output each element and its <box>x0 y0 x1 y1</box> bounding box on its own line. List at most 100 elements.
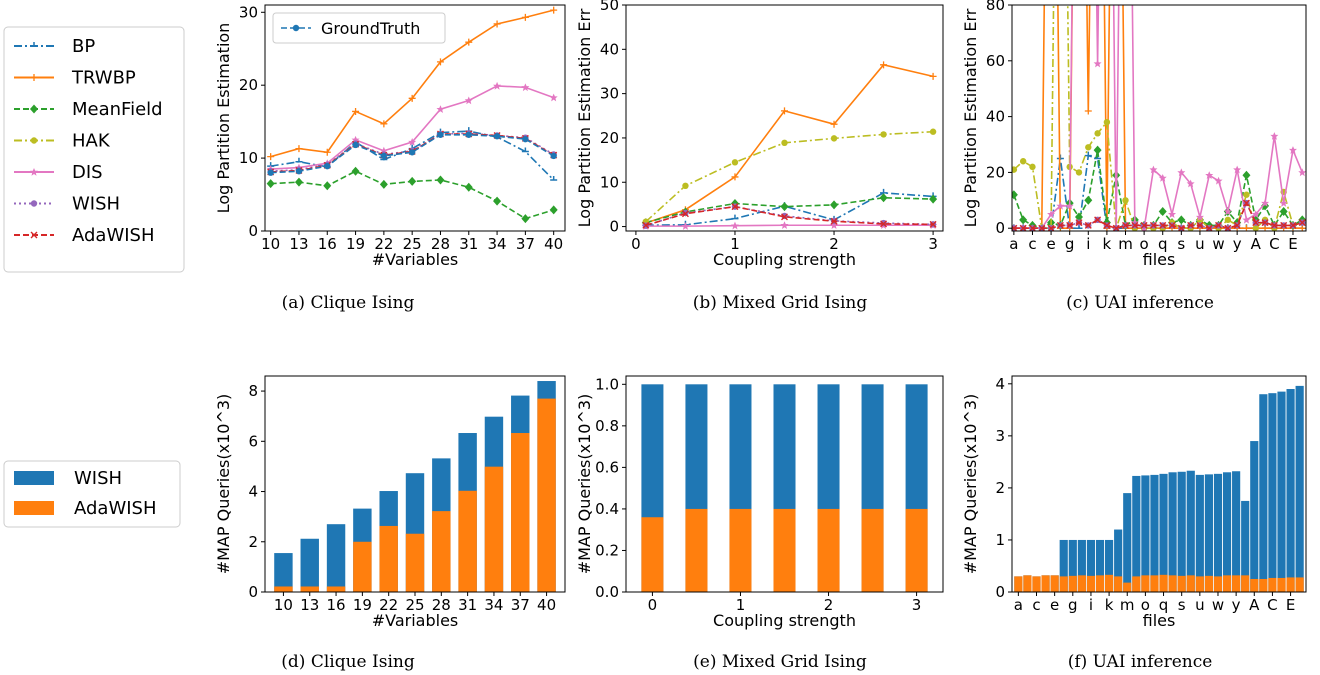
caption-c: (c) UAI inference <box>1066 293 1214 313</box>
legend-label-hak: HAK <box>72 131 111 152</box>
x-tick-label: k <box>1105 596 1114 614</box>
y-axis-label: Log Partition Estimation Err <box>575 8 594 227</box>
bar-adawish <box>1295 577 1304 592</box>
bar-wish <box>1295 385 1304 592</box>
y-tick-label: 0 <box>995 219 1005 237</box>
data-point-hak <box>1252 225 1259 231</box>
data-point-trwbp <box>830 120 838 128</box>
bar-adawish <box>432 511 451 592</box>
caption-b: (b) Mixed Grid Ising <box>693 293 868 313</box>
legend-marker-bp <box>30 42 38 47</box>
series-line-trwbp <box>1013 5 1303 230</box>
data-point-groundtruth <box>408 149 416 156</box>
bar-wish <box>1195 474 1204 592</box>
data-point-dis <box>464 96 473 105</box>
x-tick-label: 16 <box>327 596 346 614</box>
data-point-bp <box>521 147 529 153</box>
data-point-dis <box>493 81 502 90</box>
legend-label-dis: DIS <box>72 162 103 183</box>
data-point-trwbp <box>550 6 558 14</box>
x-tick-label: C <box>1267 596 1277 614</box>
data-point-trwbp <box>380 120 388 128</box>
x-tick-label: y <box>1233 235 1242 253</box>
data-point-dis <box>1251 210 1260 219</box>
data-point-meanfield <box>521 214 530 224</box>
bar-wish <box>300 538 319 592</box>
data-point-dis <box>1177 168 1186 177</box>
data-point-adawish <box>830 217 838 225</box>
y-tick-label: 50 <box>600 0 619 14</box>
data-point-trwbp <box>323 148 331 156</box>
legend-marker-dis <box>30 168 38 176</box>
x-tick-label: w <box>1212 235 1224 253</box>
data-point-hak <box>1019 158 1027 165</box>
data-point-adawish <box>1012 224 1018 231</box>
data-point-adawish <box>1103 221 1111 229</box>
data-point-adawish <box>1047 224 1055 231</box>
x-tick-label: u <box>1195 596 1205 614</box>
data-point-meanfield <box>1158 206 1167 216</box>
data-point-meanfield <box>1019 215 1028 225</box>
x-tick-label: i <box>1086 235 1090 253</box>
data-point-meanfield <box>1093 145 1102 155</box>
bar-adawish <box>905 508 928 592</box>
bar-adawish <box>511 433 530 592</box>
data-point-adawish <box>681 210 689 218</box>
data-point-adawish <box>1261 219 1269 227</box>
data-point-meanfield <box>408 176 417 186</box>
data-point-adawish <box>1233 221 1241 229</box>
data-point-trwbp <box>929 72 937 80</box>
bar-adawish <box>729 508 752 592</box>
data-point-dis <box>1056 201 1065 210</box>
data-point-dis <box>1223 207 1232 216</box>
x-tick-label: o <box>1140 235 1149 253</box>
x-tick-label: e <box>1050 596 1059 614</box>
y-tick-label: 0.4 <box>595 500 619 518</box>
y-tick-label: 4 <box>248 483 258 501</box>
data-point-adawish <box>1270 221 1278 229</box>
data-point-hak <box>1122 197 1129 204</box>
plot-area <box>266 6 558 224</box>
legend-swatch-wish <box>14 471 54 485</box>
caption-e: (e) Mixed Grid Ising <box>693 652 867 672</box>
y-tick-label: 1 <box>995 531 1005 549</box>
data-point-hak <box>1243 191 1250 198</box>
plot-frame <box>264 4 566 232</box>
bar-wish <box>1213 473 1223 592</box>
data-point-adawish <box>1122 221 1130 229</box>
data-point-bp <box>295 157 303 163</box>
data-point-adawish <box>642 221 650 229</box>
x-tick-label: 2 <box>824 596 834 614</box>
legend-label-wish: WISH <box>72 194 120 215</box>
x-tick-label: s <box>1178 596 1186 614</box>
bar-adawish <box>1213 576 1223 592</box>
x-tick-label: 34 <box>488 235 507 253</box>
x-axis-label: Coupling strength <box>713 611 856 630</box>
legend-label-bp: BP <box>72 36 95 57</box>
data-point-dis <box>1168 210 1177 219</box>
data-point-dis <box>1214 176 1223 185</box>
x-tick-label: 25 <box>403 235 422 253</box>
bar-adawish <box>1159 574 1168 592</box>
data-point-dis <box>1242 215 1251 224</box>
bar-adawish <box>1204 575 1213 592</box>
bar-adawish <box>1186 575 1195 592</box>
data-point-meanfield <box>1242 170 1251 180</box>
legend-top: BP TRWBP MeanField HAK DIS WISH AdaWISH <box>3 26 185 273</box>
data-point-hak <box>929 128 937 135</box>
bar-adawish <box>1222 575 1232 592</box>
legend-marker-hak <box>30 137 38 144</box>
bar-adawish <box>1041 575 1050 592</box>
data-point-dis <box>1205 171 1214 179</box>
bar-wish <box>1222 472 1232 592</box>
y-axis-label: #MAP Queries(x10^3) <box>214 394 233 575</box>
x-tick-label: 19 <box>353 596 372 614</box>
bar-adawish <box>1032 576 1041 592</box>
y-tick-label: 4 <box>995 375 1005 393</box>
legend-marker-trwbp <box>30 74 38 81</box>
bar-wish <box>1250 441 1259 592</box>
x-tick-label: o <box>1141 596 1150 614</box>
data-point-meanfield <box>464 182 473 192</box>
bar-adawish <box>1123 582 1132 592</box>
data-point-dis <box>830 221 839 230</box>
